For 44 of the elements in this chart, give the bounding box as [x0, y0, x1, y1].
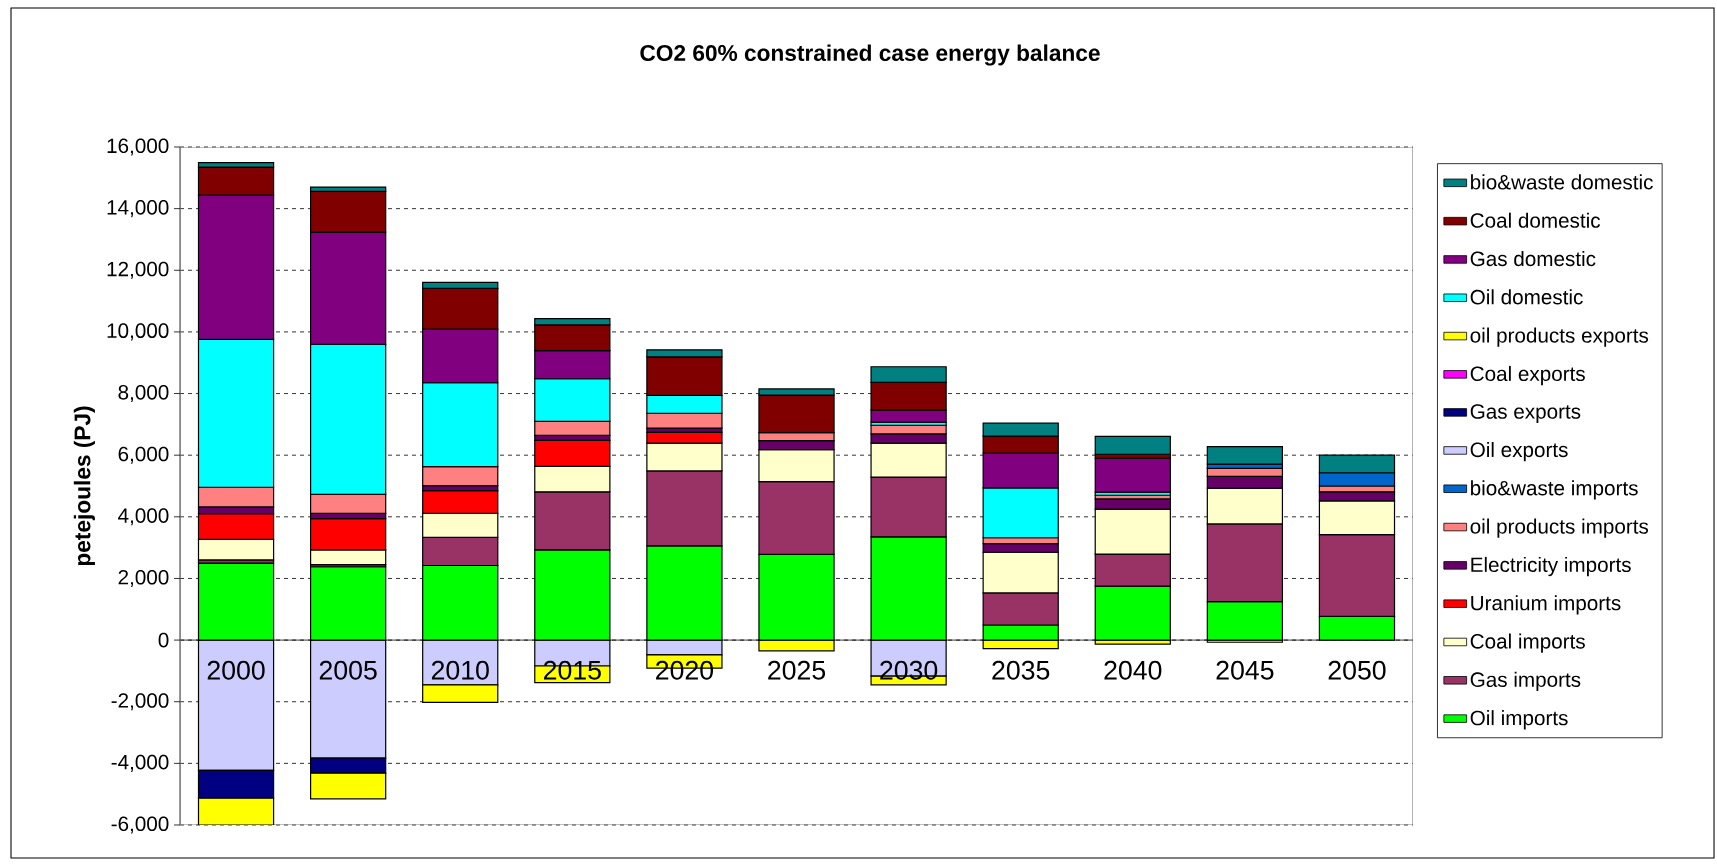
bar: [1094, 435, 1171, 455]
y-tick-label: -4,000: [111, 754, 169, 772]
legend-label: Gas domestic: [1470, 250, 1596, 267]
bar: [1094, 457, 1171, 493]
y-tick-label: 0: [158, 632, 169, 648]
legend-label: Electricity imports: [1471, 556, 1631, 577]
legend-label: Coal exports: [1470, 365, 1585, 386]
x-tick-label: 2010: [431, 660, 489, 680]
x-tick-label: 2000: [207, 660, 265, 680]
legend-label: Gas exports: [1470, 404, 1581, 423]
bar: [309, 772, 387, 800]
legend-label: oil products exports: [1470, 327, 1649, 347]
bar: [197, 797, 275, 825]
legend-label: Coal imports: [1470, 633, 1585, 653]
legend-label: Coal domestic: [1470, 212, 1601, 228]
x-tick-label: 2050: [1328, 660, 1386, 680]
y-tick-label: 6,000: [118, 446, 169, 464]
x-tick-label: 2025: [768, 660, 826, 680]
legend-label: Oil domestic: [1470, 289, 1583, 305]
y-tick-label: -2,000: [111, 693, 169, 711]
x-tick-label: 2005: [319, 660, 377, 680]
legend-label: oil products imports: [1470, 518, 1649, 538]
legend-label: bio&waste domestic: [1471, 174, 1653, 190]
y-axis-title: petejoules (PJ): [73, 406, 95, 566]
x-tick-label: 2045: [1216, 660, 1274, 680]
x-tick-label: 2040: [1104, 660, 1162, 680]
y-tick-label: 2,000: [118, 569, 169, 587]
bar: [422, 684, 499, 703]
y-tick-label: 4,000: [118, 508, 169, 526]
y-tick-label: 14,000: [107, 200, 169, 218]
chart-title: CO2 60% constrained case energy balance: [640, 44, 1100, 66]
bar: [1206, 445, 1284, 465]
legend-label: Uranium imports: [1471, 595, 1621, 615]
y-tick-label: -6,000: [111, 816, 169, 834]
x-tick-label: 2015: [544, 660, 601, 680]
y-tick-label: 10,000: [107, 323, 169, 341]
y-tick-label: 8,000: [118, 385, 169, 403]
legend-label: Oil exports: [1470, 441, 1568, 462]
legend-label: Gas imports: [1470, 671, 1581, 692]
legend-label: bio&waste imports: [1471, 480, 1638, 500]
legend-label: Oil imports: [1470, 710, 1568, 730]
y-tick-label: 12,000: [107, 261, 169, 279]
x-tick-label: 2035: [992, 660, 1050, 680]
y-tick-label: 16,000: [107, 138, 169, 156]
